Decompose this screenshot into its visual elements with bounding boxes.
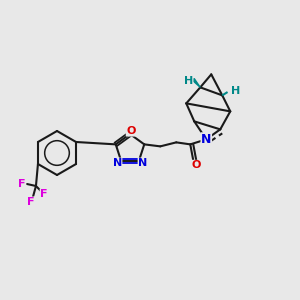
Text: N: N — [112, 158, 122, 168]
Text: F: F — [40, 189, 48, 199]
Text: N: N — [201, 133, 211, 146]
Text: O: O — [192, 160, 201, 170]
Text: N: N — [138, 158, 147, 168]
Text: F: F — [18, 179, 26, 189]
Text: F: F — [27, 197, 35, 207]
Text: H: H — [231, 86, 240, 96]
Polygon shape — [192, 79, 200, 87]
Text: O: O — [126, 126, 136, 136]
Text: H: H — [184, 76, 193, 86]
